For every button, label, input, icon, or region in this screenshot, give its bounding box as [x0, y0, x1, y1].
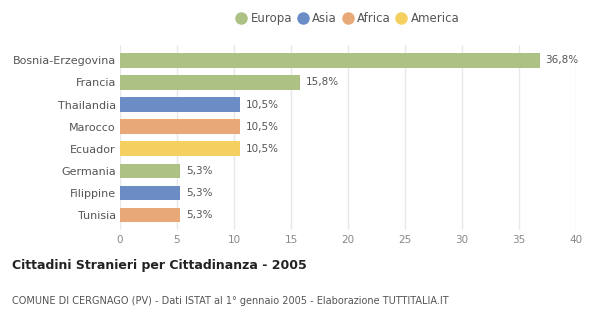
Text: 10,5%: 10,5% — [245, 144, 278, 154]
Text: 5,3%: 5,3% — [186, 166, 212, 176]
Bar — [120, 75, 300, 90]
Text: 15,8%: 15,8% — [306, 77, 339, 87]
Bar — [120, 97, 240, 112]
Text: 5,3%: 5,3% — [186, 188, 212, 198]
Bar — [120, 208, 181, 222]
Text: 10,5%: 10,5% — [245, 122, 278, 132]
Text: 10,5%: 10,5% — [245, 100, 278, 109]
Legend: Europa, Asia, Africa, America: Europa, Asia, Africa, America — [234, 10, 462, 28]
Bar — [120, 186, 181, 200]
Bar — [120, 164, 181, 178]
Bar — [120, 141, 240, 156]
Bar — [120, 53, 539, 68]
Text: 36,8%: 36,8% — [545, 55, 578, 65]
Text: Cittadini Stranieri per Cittadinanza - 2005: Cittadini Stranieri per Cittadinanza - 2… — [12, 259, 307, 272]
Text: COMUNE DI CERGNAGO (PV) - Dati ISTAT al 1° gennaio 2005 - Elaborazione TUTTITALI: COMUNE DI CERGNAGO (PV) - Dati ISTAT al … — [12, 296, 449, 306]
Bar — [120, 119, 240, 134]
Text: 5,3%: 5,3% — [186, 210, 212, 220]
